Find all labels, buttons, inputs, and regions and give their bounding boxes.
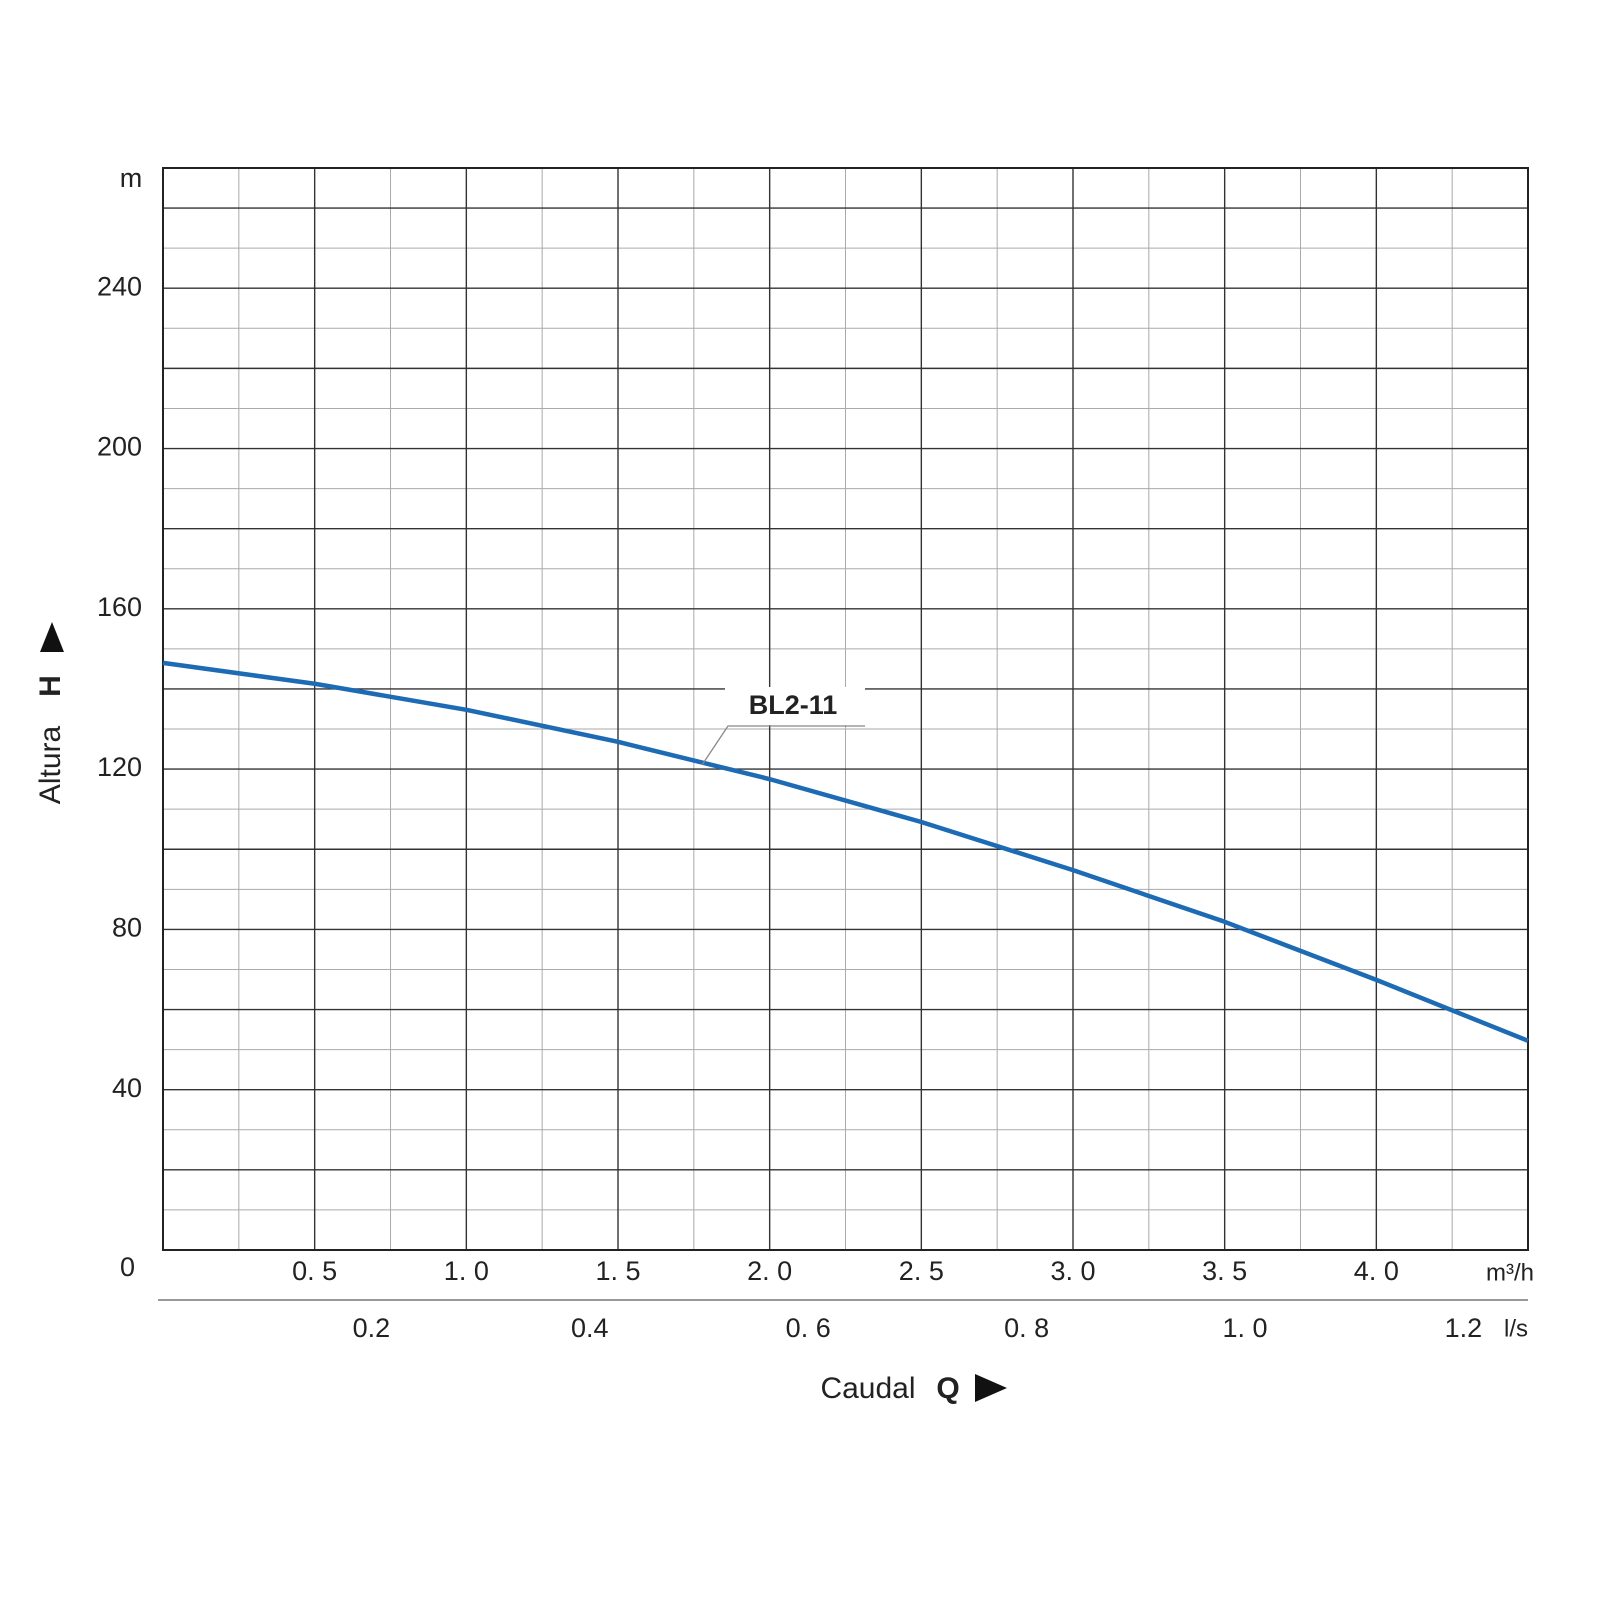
x2-tick-label: 1.2 [1445,1313,1483,1343]
x-tick-label: 2. 0 [747,1256,792,1286]
x-tick-label: 0. 5 [292,1256,337,1286]
x2-tick-label: 0.4 [571,1313,609,1343]
x2-tick-label: 1. 0 [1222,1313,1267,1343]
annotation: BL2-11 [749,690,838,720]
x-arrow [975,1374,1007,1402]
x2-unit: l/s [1504,1315,1528,1342]
x-tick-label: 1. 5 [595,1256,640,1286]
annotation-leader [701,725,865,766]
x-unit: m³/h [1486,1259,1534,1286]
y-arrow [40,622,64,652]
x2-tick-label: 0.2 [353,1313,391,1343]
annotation-bg [725,687,865,725]
y-tick-label: 40 [112,1073,142,1103]
x-label: Caudal [820,1372,915,1405]
x-tick-label: 4. 0 [1354,1256,1399,1286]
y-tick-label: 240 [97,271,142,301]
x2-tick-label: 0. 6 [786,1313,831,1343]
x-tick-label: 1. 0 [444,1256,489,1286]
x-tick-label: 3. 0 [1050,1256,1095,1286]
grid [162,167,1529,1251]
y-tick-label: 0 [120,1252,135,1282]
x-tick-label: 3. 5 [1202,1256,1247,1286]
y-tick-label: 160 [97,592,142,622]
x-tick-label: 2. 5 [899,1256,944,1286]
x-symbol: Q [936,1372,959,1405]
y-axis-title: Altura H [34,622,67,804]
series-line [162,660,1529,1043]
y-unit: m [120,163,143,193]
plot [162,660,1529,1043]
y-tick-label: 120 [97,752,142,782]
y-symbol: H [34,675,67,697]
y-tick-label: 80 [112,913,142,943]
y-tick-label: 200 [97,432,142,462]
plot-frame [162,167,1529,1251]
y-label: Altura [34,726,67,805]
x2-tick-label: 0. 8 [1004,1313,1049,1343]
